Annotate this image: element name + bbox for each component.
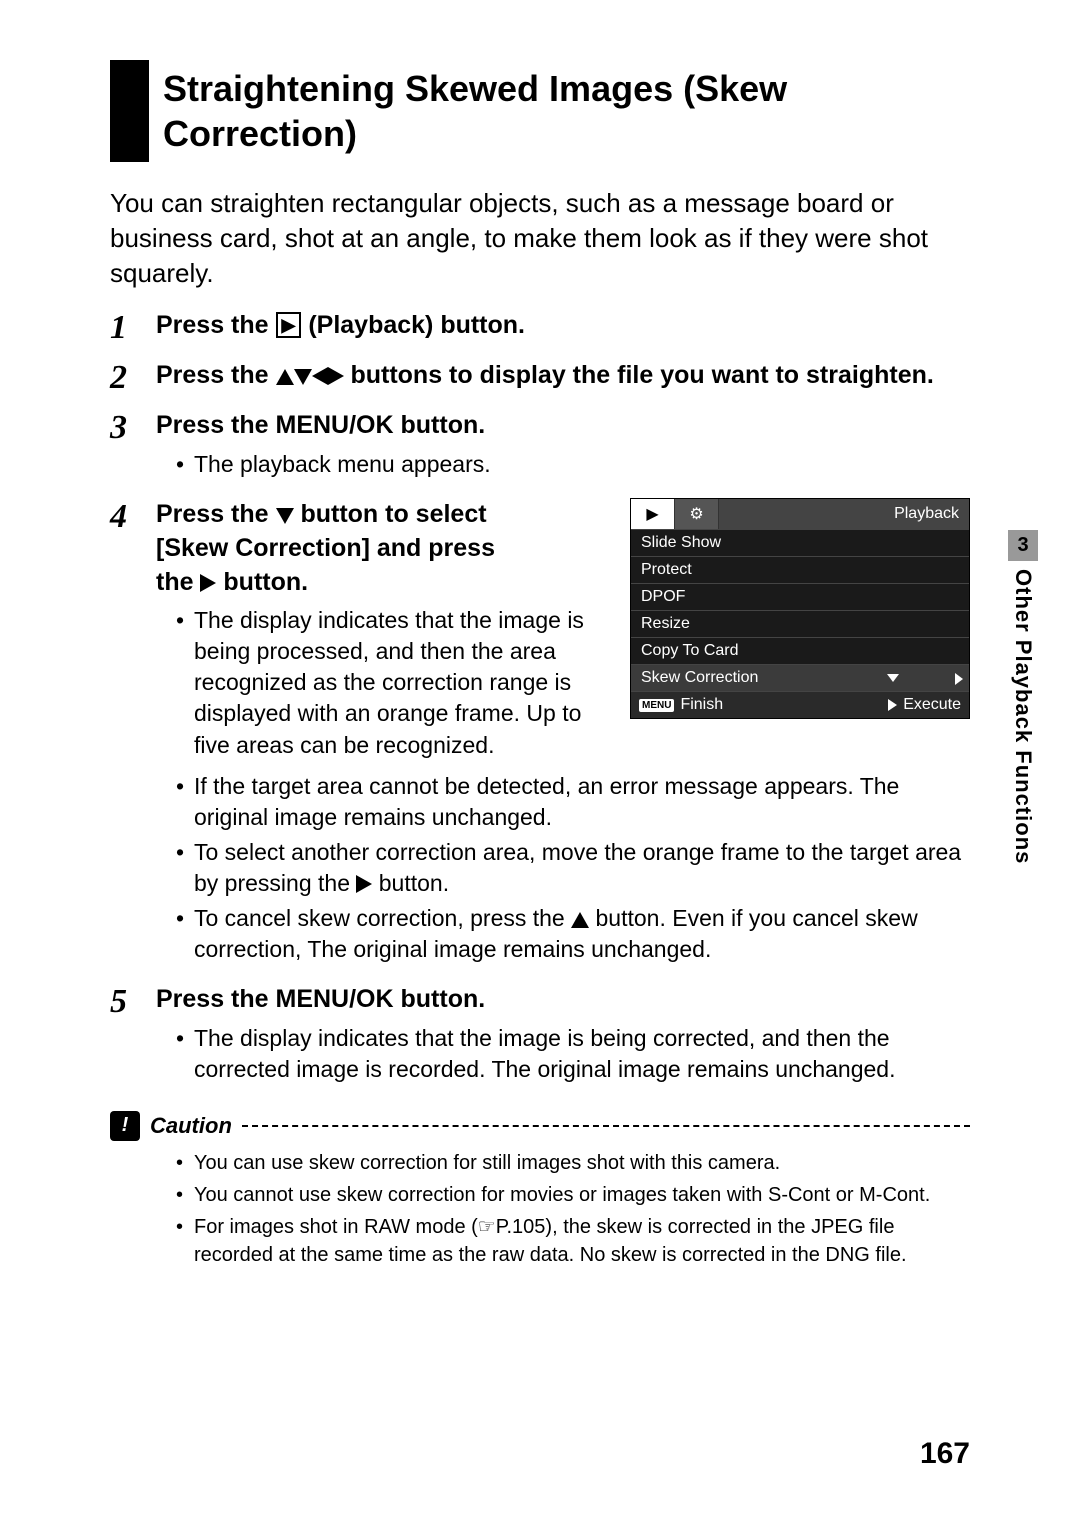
step-sub-bullet: The display indicates that the image is … xyxy=(176,1023,970,1085)
menu-tab-bar: ▶ ⚙ Playback xyxy=(631,499,969,529)
step-sub-bullet: The playback menu appears. xyxy=(176,449,970,480)
caution-header: ! Caution xyxy=(110,1111,970,1141)
caution-icon: ! xyxy=(110,1111,140,1141)
menu-item-list: Slide Show Protect DPOF Resize Copy To C… xyxy=(631,529,969,691)
execute-arrow-icon xyxy=(888,699,897,711)
menu-item: Copy To Card xyxy=(631,637,969,664)
up-arrow-icon xyxy=(571,912,589,928)
right-arrow-icon xyxy=(200,574,216,592)
menu-tab-setup-icon: ⚙ xyxy=(675,499,719,529)
menu-item: Slide Show xyxy=(631,529,969,556)
intro-paragraph: You can straighten rectangular objects, … xyxy=(110,186,970,291)
caution-item: You can use skew correction for still im… xyxy=(176,1149,970,1177)
caution-divider xyxy=(242,1125,970,1127)
page-number: 167 xyxy=(920,1437,970,1471)
menu-tab-label: Playback xyxy=(719,499,969,529)
up-arrow-icon xyxy=(276,369,294,385)
side-chapter-tab: 3 Other Playback Functions xyxy=(1008,530,1038,864)
step-5: 5 Press the MENU/OK button. The display … xyxy=(110,983,970,1089)
left-arrow-icon xyxy=(312,367,328,385)
step-sub-bullet: If the target area cannot be detected, a… xyxy=(176,771,970,833)
down-arrow-icon xyxy=(294,369,312,385)
menu-item: Resize xyxy=(631,610,969,637)
caution-item: You cannot use skew correction for movie… xyxy=(176,1181,970,1209)
down-arrow-icon xyxy=(276,508,294,524)
caution-list: You can use skew correction for still im… xyxy=(110,1149,970,1270)
title-accent-bar xyxy=(110,60,149,162)
step-number: 1 xyxy=(110,309,156,345)
step-heading: Press the buttons to display the file yo… xyxy=(156,359,970,393)
step-number: 2 xyxy=(110,359,156,395)
step-number: 5 xyxy=(110,983,156,1089)
camera-menu-screenshot: ▶ ⚙ Playback Slide Show Protect DPOF Res… xyxy=(630,498,970,719)
menu-footer: MENU Finish Execute xyxy=(631,691,969,718)
chapter-number: 3 xyxy=(1008,530,1038,561)
menu-badge-icon: MENU xyxy=(639,699,674,712)
section-title: Straightening Skewed Images (Skew Correc… xyxy=(163,60,970,162)
step-sub-bullet: To select another correction area, move … xyxy=(176,837,970,899)
step-1: 1 Press the ▶ (Playback) button. xyxy=(110,309,970,345)
right-arrow-icon xyxy=(328,367,344,385)
caution-label: Caution xyxy=(150,1113,232,1139)
step-number: 3 xyxy=(110,409,156,484)
step-heading: Press the MENU/OK button. xyxy=(156,409,970,443)
manual-page: Straightening Skewed Images (Skew Correc… xyxy=(0,0,1080,1521)
menu-item: Protect xyxy=(631,556,969,583)
step-heading: Press the ▶ (Playback) button. xyxy=(156,309,970,343)
section-title-block: Straightening Skewed Images (Skew Correc… xyxy=(110,60,970,162)
chapter-label: Other Playback Functions xyxy=(1010,569,1036,864)
step-heading: Press the button to select [Skew Correct… xyxy=(156,498,606,599)
menu-item: DPOF xyxy=(631,583,969,610)
caution-item: For images shot in RAW mode (☞P.105), th… xyxy=(176,1213,970,1270)
step-sub-bullet: To cancel skew correction, press the but… xyxy=(176,903,970,965)
step-4: 4 Press the button to select [Skew Corre… xyxy=(110,498,970,969)
enter-arrow-icon xyxy=(955,673,963,685)
step-2: 2 Press the buttons to display the file … xyxy=(110,359,970,395)
step-sub-bullet: The display indicates that the image is … xyxy=(176,605,606,760)
step-heading: Press the MENU/OK button. xyxy=(156,983,970,1017)
menu-item-selected: Skew Correction xyxy=(631,664,969,691)
playback-icon: ▶ xyxy=(276,312,302,338)
right-arrow-icon xyxy=(356,875,372,893)
step-3: 3 Press the MENU/OK button. The playback… xyxy=(110,409,970,484)
scroll-down-icon xyxy=(887,674,899,682)
menu-footer-execute: Execute xyxy=(903,696,961,714)
step-number: 4 xyxy=(110,498,156,969)
menu-tab-playback-icon: ▶ xyxy=(631,499,675,529)
menu-footer-finish: Finish xyxy=(680,696,723,714)
page-ref-icon: ☞ xyxy=(478,1213,496,1241)
